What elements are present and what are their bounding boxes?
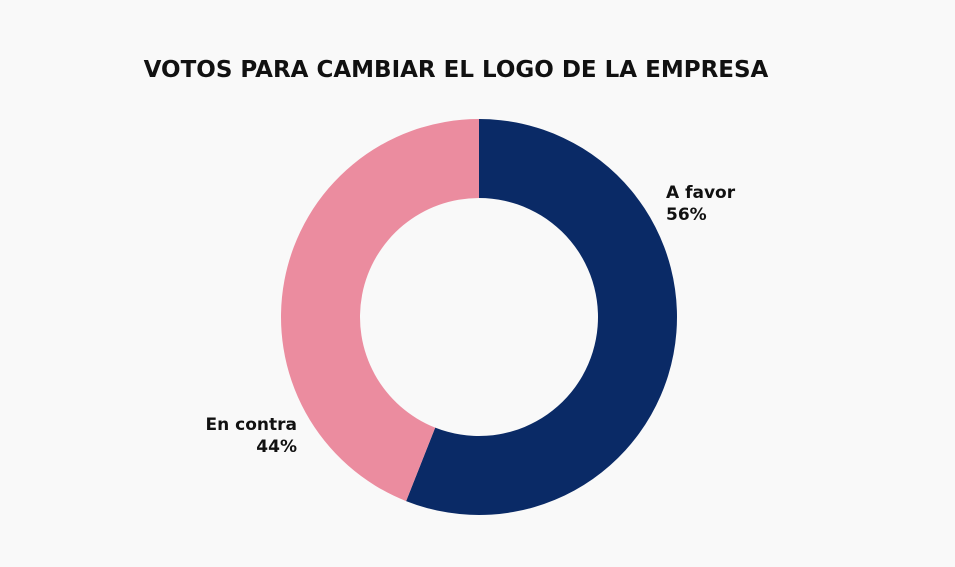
slice-a-favor (406, 119, 678, 515)
slice-value-a-favor: 56% (666, 205, 707, 225)
chart-title: VOTOS PARA CAMBIAR EL LOGO DE LA EMPRESA (144, 57, 769, 83)
donut-slices (281, 119, 678, 515)
slice-label-en-contra: En contra (206, 415, 297, 435)
slice-value-en-contra: 44% (256, 437, 297, 457)
slice-label-a-favor: A favor (666, 183, 736, 203)
slice-en-contra (281, 119, 479, 502)
